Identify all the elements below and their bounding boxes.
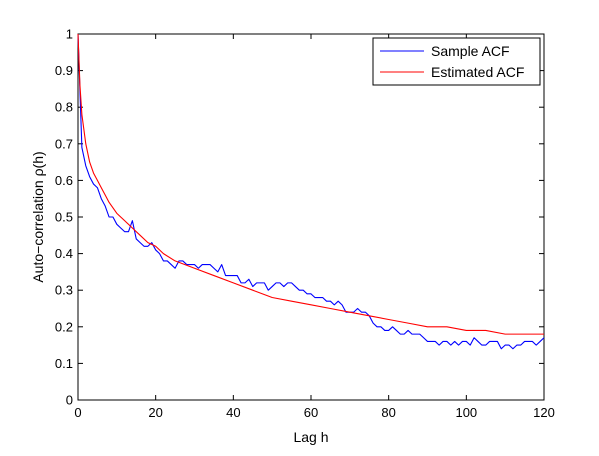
y-tick-label: 0.1 — [55, 356, 73, 371]
x-tick-label: 120 — [533, 405, 555, 420]
x-tick-label: 100 — [455, 405, 477, 420]
y-tick-label: 0.6 — [55, 173, 73, 188]
x-axis-label: Lag h — [293, 429, 328, 445]
legend: Sample ACF Estimated ACF — [372, 37, 541, 86]
series-lines — [77, 33, 545, 350]
y-tick-label: 0.3 — [55, 283, 73, 298]
y-tick-label: 0.2 — [55, 319, 73, 334]
x-tick-label: 40 — [226, 405, 240, 420]
legend-label-estimated-acf: Estimated ACF — [431, 64, 524, 80]
y-tick-label: 0.4 — [55, 246, 73, 261]
y-tick-label: 0.8 — [55, 100, 73, 115]
sample-acf-line — [77, 33, 545, 350]
y-tick-label: 1 — [66, 27, 73, 42]
x-tick-label: 20 — [148, 405, 162, 420]
plot-area — [77, 33, 545, 401]
y-tick-label: 0.5 — [55, 210, 73, 225]
y-tick-label: 0.7 — [55, 136, 73, 151]
legend-label-sample-acf: Sample ACF — [431, 43, 510, 59]
y-tick-label: 0 — [66, 393, 73, 408]
estimated-acf-line — [77, 33, 544, 335]
x-tick-label: 80 — [381, 405, 395, 420]
y-axis-label: Auto−correlation ρ(h) — [30, 151, 46, 282]
axis-tick-labels: 0 20 40 60 80 100 120 0 0.1 0.2 0.3 0.4 0.5 0.6 0.7 0.8… — [55, 27, 555, 421]
y-tick-label: 0.9 — [55, 63, 73, 78]
legend-box — [372, 37, 541, 86]
x-tick-label: 60 — [304, 405, 318, 420]
x-tick-label: 0 — [74, 405, 81, 420]
